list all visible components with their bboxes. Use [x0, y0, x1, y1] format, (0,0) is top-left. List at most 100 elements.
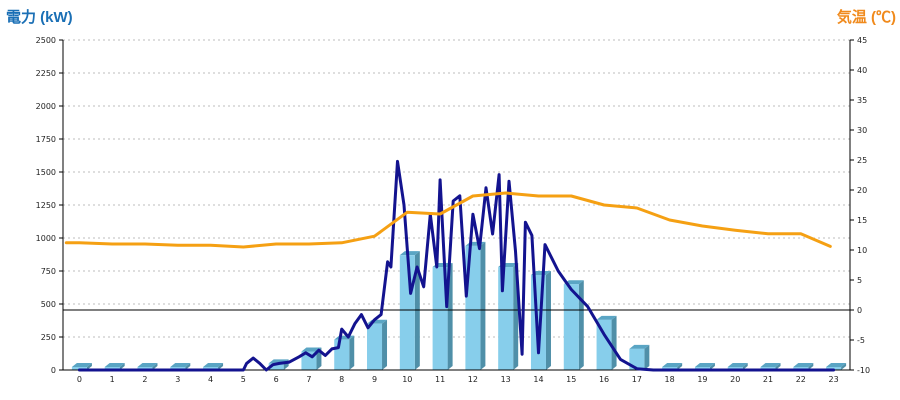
- bar-top: [530, 270, 551, 275]
- x-tick-label: 16: [599, 375, 609, 384]
- temperature-line: [64, 191, 832, 249]
- bar-side: [841, 363, 847, 370]
- bar-side: [677, 363, 683, 370]
- bar-top: [662, 363, 683, 367]
- left-tick-label: 1250: [36, 201, 56, 210]
- left-tick-label: 750: [41, 267, 56, 276]
- x-tick-label: 6: [274, 375, 279, 384]
- bar-side: [414, 251, 420, 370]
- bar-side: [742, 363, 748, 370]
- bar-side: [709, 363, 715, 370]
- bar-top: [399, 251, 420, 256]
- bar-side: [644, 344, 650, 370]
- x-tick-label: 3: [175, 375, 180, 384]
- bar-face: [826, 367, 842, 370]
- right-tick-label: 10: [857, 246, 867, 255]
- right-tick-label: 30: [857, 126, 867, 135]
- bar-top: [826, 363, 847, 367]
- right-tick-label: -10: [857, 366, 870, 375]
- x-tick-label: 4: [208, 375, 213, 384]
- bar: [399, 251, 420, 370]
- bar-face: [563, 284, 579, 370]
- right-tick-label: 25: [857, 156, 867, 165]
- x-tick-label: 5: [241, 375, 246, 384]
- bar-top: [563, 280, 584, 285]
- x-tick-label: 12: [468, 375, 478, 384]
- right-tick-label: 5: [857, 276, 862, 285]
- x-tick-label: 19: [697, 375, 707, 384]
- bar-top: [727, 363, 748, 367]
- bar-top: [694, 363, 715, 367]
- left-tick-label: 2000: [36, 102, 56, 111]
- bar-side: [808, 363, 814, 370]
- bar-top: [760, 363, 781, 367]
- bar-side: [152, 363, 158, 370]
- x-tick-label: 11: [435, 375, 445, 384]
- x-tick-label: 13: [501, 375, 511, 384]
- bar-side: [578, 280, 584, 370]
- bar-face: [498, 267, 514, 370]
- bar-top: [71, 363, 92, 367]
- x-tick-label: 23: [829, 375, 839, 384]
- left-tick-label: 2250: [36, 69, 56, 78]
- left-tick-label: 2500: [36, 36, 56, 45]
- bar-face: [399, 255, 415, 370]
- bar-top: [629, 344, 650, 349]
- bar-series: [71, 241, 847, 370]
- right-tick-label: 40: [857, 66, 867, 75]
- right-tick-label: 45: [857, 36, 867, 45]
- bar-side: [349, 335, 355, 370]
- bar-side: [185, 363, 191, 370]
- x-tick-label: 18: [665, 375, 675, 384]
- bar-side: [218, 363, 224, 370]
- bar-side: [611, 315, 617, 370]
- left-tick-label: 1500: [36, 168, 56, 177]
- bar: [563, 280, 584, 370]
- bar-top: [137, 363, 158, 367]
- left-tick-label: 500: [41, 300, 56, 309]
- bar-face: [71, 367, 87, 370]
- bar: [71, 363, 92, 370]
- bar-face: [367, 323, 383, 370]
- bar: [596, 315, 617, 370]
- bar-top: [596, 315, 617, 320]
- bar-face: [334, 339, 350, 370]
- right-axis-title: 気温 (℃): [837, 8, 896, 26]
- x-tick-label: 0: [77, 375, 82, 384]
- grid-lines: [63, 39, 850, 338]
- left-tick-label: 250: [41, 333, 56, 342]
- x-tick-label: 17: [632, 375, 642, 384]
- bar-face: [268, 363, 284, 370]
- x-tick-label: 9: [372, 375, 377, 384]
- x-tick-label: 15: [566, 375, 576, 384]
- bar-face: [596, 319, 612, 370]
- x-tick-label: 22: [796, 375, 806, 384]
- right-tick-label: 20: [857, 186, 867, 195]
- left-tick-label: 0: [51, 366, 56, 375]
- bar-side: [119, 363, 125, 370]
- bar-top: [170, 363, 191, 367]
- bar-top: [104, 363, 125, 367]
- bar-top: [793, 363, 814, 367]
- bar: [826, 363, 847, 370]
- bar-side: [545, 270, 551, 370]
- bar-side: [382, 319, 388, 370]
- x-tick-label: 10: [402, 375, 412, 384]
- x-tick-label: 21: [763, 375, 773, 384]
- right-tick-label: 0: [857, 306, 862, 315]
- right-tick-label: -5: [857, 336, 865, 345]
- bar-side: [480, 241, 486, 370]
- right-tick-label: 35: [857, 96, 867, 105]
- x-tick-label: 1: [110, 375, 115, 384]
- bar-side: [775, 363, 781, 370]
- x-tick-label: 2: [142, 375, 147, 384]
- left-axis-title: 電力 (kW): [6, 8, 73, 26]
- bar-top: [203, 363, 224, 367]
- bar-side: [86, 363, 92, 370]
- bar: [629, 344, 650, 370]
- line-series: [64, 159, 836, 372]
- bar: [334, 335, 355, 370]
- x-tick-label: 7: [306, 375, 311, 384]
- right-tick-label: 15: [857, 216, 867, 225]
